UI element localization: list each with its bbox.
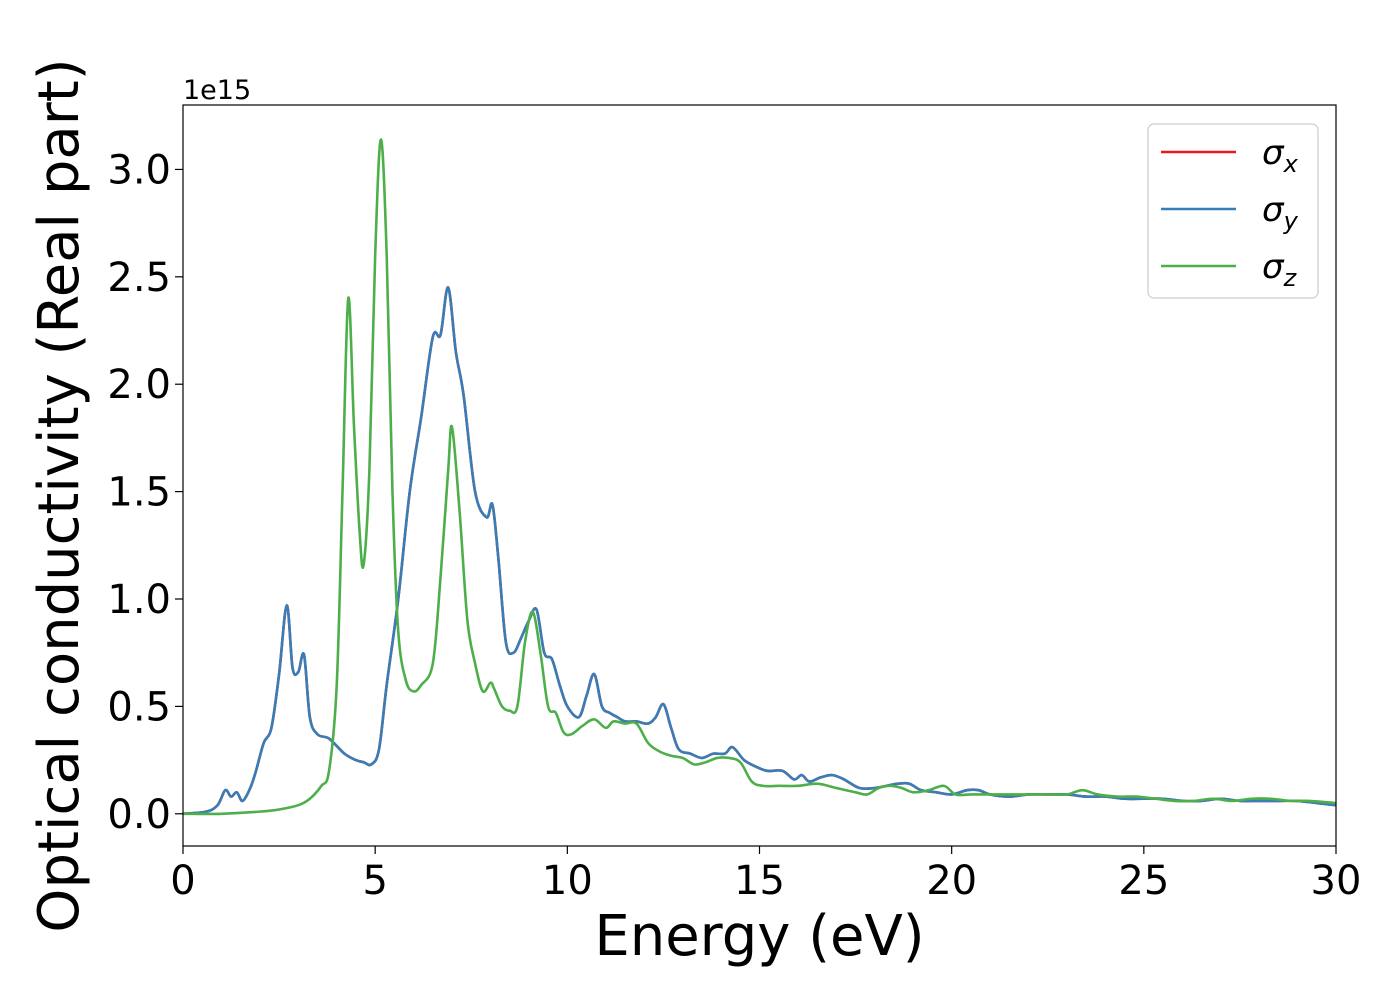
x-tick-label: 10 [542,858,593,904]
y-tick-label: 1.5 [107,470,171,516]
series-line-x [182,286,1337,816]
legend-label-x: σx [1262,133,1299,178]
x-tick-label: 20 [926,858,977,904]
y-axis-offset-text: 1e15 [183,75,251,106]
y-tick-label: 2.5 [107,255,171,301]
y-tick-label: 2.0 [107,362,171,408]
y-axis-label: Optical conductivity (Real part) [27,58,92,932]
x-tick-label: 0 [170,858,195,904]
x-axis-ticks: 0 5 10 15 20 25 30 [170,846,1361,904]
series-line-y [182,286,1337,816]
series-lines [182,138,1337,816]
y-tick-label: 1.0 [107,577,171,623]
y-tick-label: 3.0 [107,147,171,193]
x-axis-label: Energy (eV) [594,904,924,969]
legend-label-y: σy [1262,190,1299,235]
legend-label-z: σz [1262,247,1298,292]
x-tick-label: 25 [1118,858,1169,904]
y-tick-label: 0.0 [107,792,171,838]
legend-box [1147,123,1319,299]
series-line-z [182,138,1337,816]
x-tick-label: 30 [1311,858,1362,904]
y-tick-label: 0.5 [107,684,171,730]
plot-frame [182,104,1337,847]
y-axis-ticks: 0.0 0.5 1.0 1.5 2.0 2.5 3.0 [107,147,183,838]
x-tick-label: 15 [734,858,785,904]
legend: σx σy σz [1147,123,1319,299]
x-tick-label: 5 [362,858,387,904]
